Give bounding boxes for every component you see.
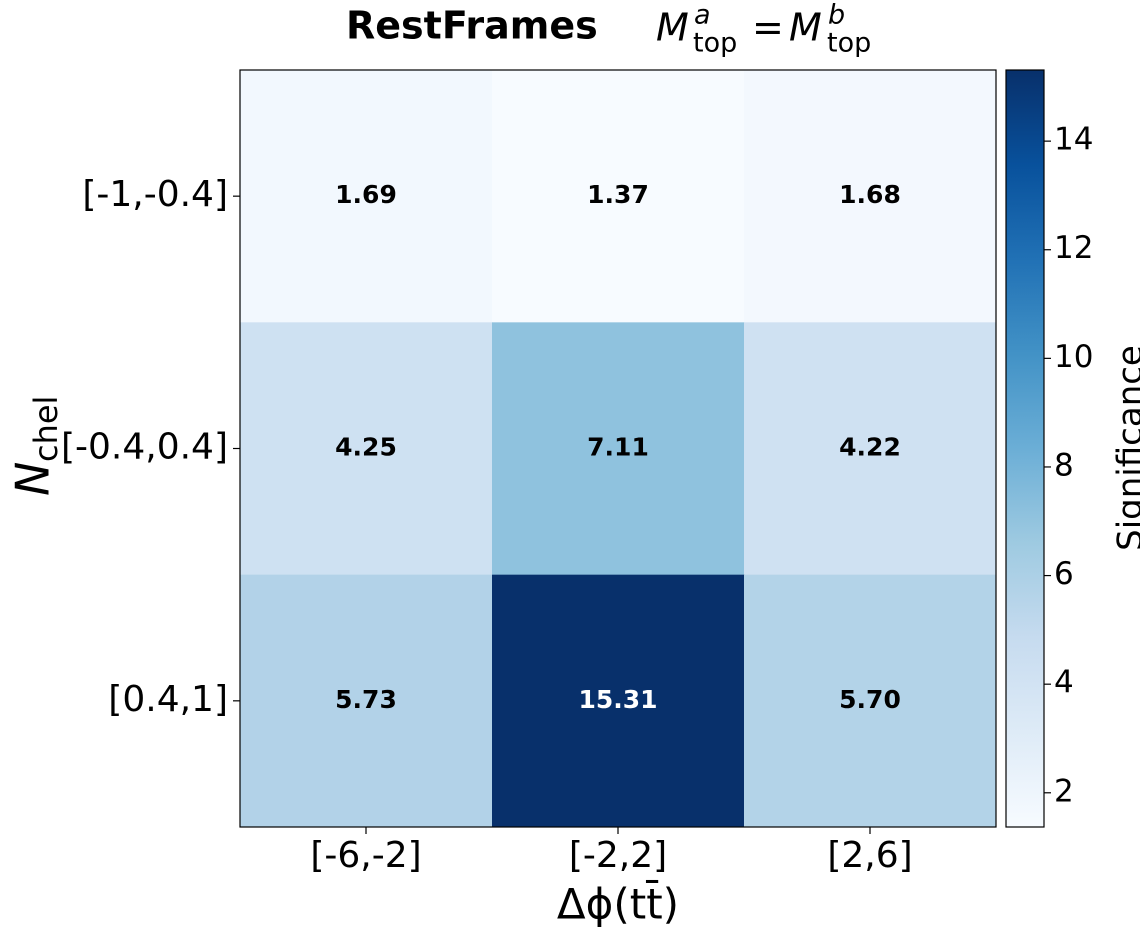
chart-title: M xyxy=(656,6,689,50)
y-tick-label: [-0.4,0.4] xyxy=(61,427,228,468)
heatmap-cell xyxy=(240,70,493,323)
cell-label: 1.68 xyxy=(839,180,901,209)
heatmap-cell xyxy=(492,574,745,828)
colorbar-tick-label: 12 xyxy=(1054,230,1093,266)
chart-title: a xyxy=(694,0,711,31)
chart-title: top xyxy=(827,28,871,59)
y-axis-label: chel xyxy=(27,396,65,462)
colorbar-tick-label: 4 xyxy=(1054,665,1074,701)
colorbar-tick-label: 14 xyxy=(1054,122,1093,158)
colorbar-tick-label: 10 xyxy=(1054,339,1093,375)
heatmap-cell xyxy=(744,574,997,828)
x-tick-label: [2,6] xyxy=(827,835,912,876)
chart-title: top xyxy=(693,28,737,59)
chart-title: M xyxy=(789,6,822,50)
cell-label: 1.69 xyxy=(335,180,397,209)
colorbar-tick-label: 6 xyxy=(1054,556,1074,592)
y-axis-label: N xyxy=(6,462,60,496)
heatmap-cell xyxy=(744,70,997,323)
colorbar xyxy=(1005,69,1045,828)
chart-title: = xyxy=(752,6,784,50)
cell-label: 5.70 xyxy=(839,685,901,714)
cell-label: 4.22 xyxy=(839,433,901,462)
x-axis-label: Δϕ(tt̄) xyxy=(557,878,679,929)
chart-title: b xyxy=(828,0,845,31)
cell-label: 15.31 xyxy=(578,685,657,714)
y-tick-label: [-1,-0.4] xyxy=(82,174,228,215)
colorbar-tick-label: 2 xyxy=(1054,773,1074,809)
heatmap-cell xyxy=(240,322,493,576)
heatmap-cell xyxy=(240,574,493,828)
colorbar-tick-label: 8 xyxy=(1054,447,1074,483)
chart-title: RestFrames xyxy=(346,4,598,48)
cell-label: 7.11 xyxy=(587,433,649,462)
heatmap-cell xyxy=(744,322,997,576)
cell-label: 1.37 xyxy=(587,180,649,209)
cell-label: 5.73 xyxy=(335,685,397,714)
x-tick-label: [-2,2] xyxy=(569,835,667,876)
x-tick-label: [-6,-2] xyxy=(310,835,421,876)
y-tick-label: [0.4,1] xyxy=(108,679,228,720)
heatmap-cell xyxy=(492,322,745,576)
colorbar-label: Significance xyxy=(1111,345,1140,551)
heatmap-cell xyxy=(492,70,745,323)
cell-label: 4.25 xyxy=(335,433,397,462)
